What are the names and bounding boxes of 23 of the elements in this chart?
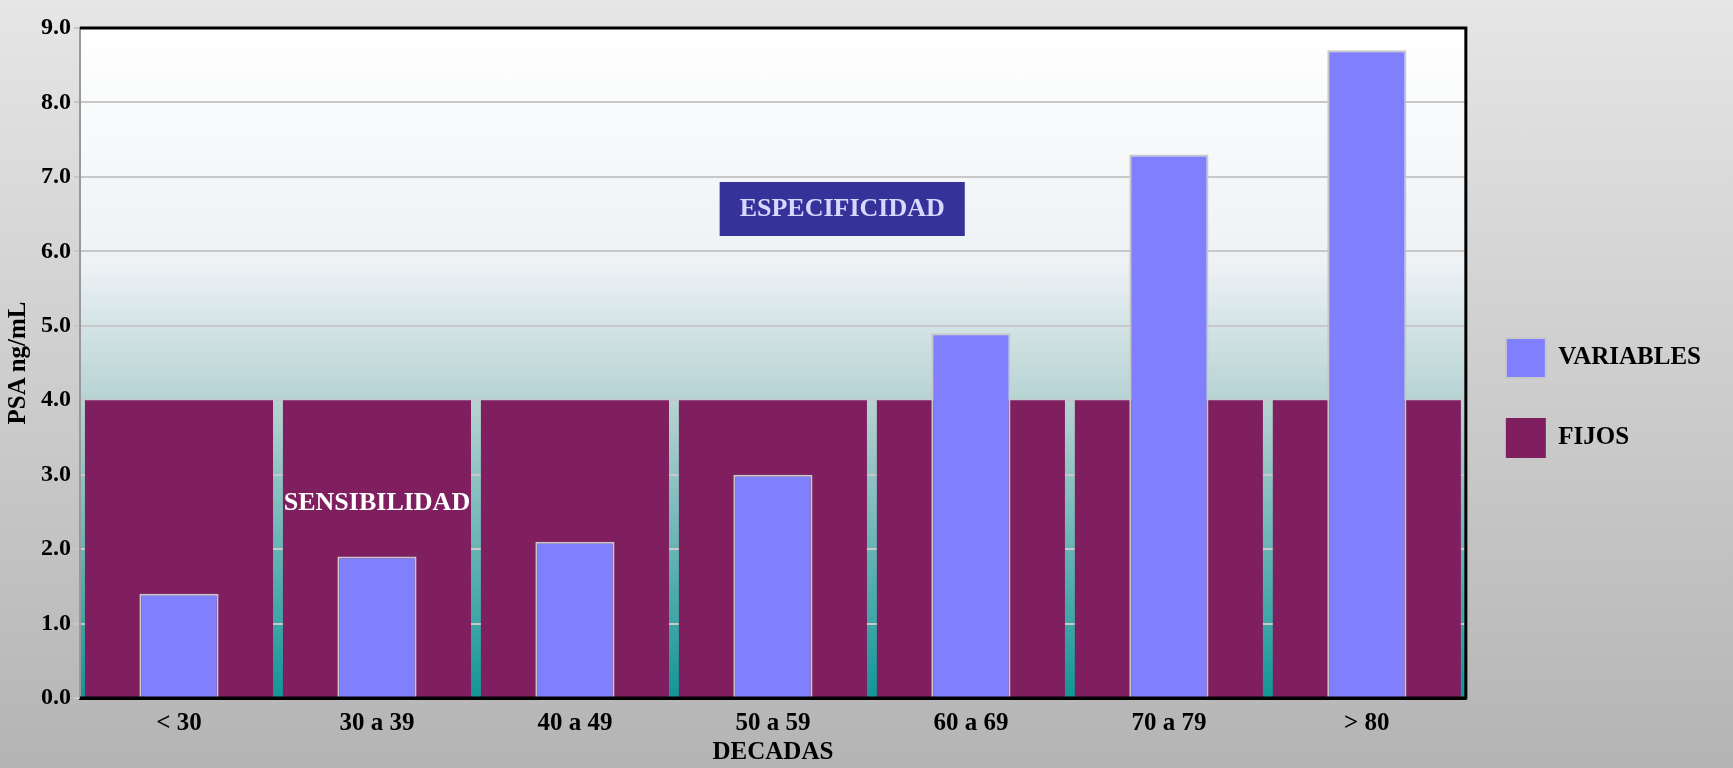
x-tick-label: > 80 <box>1344 708 1390 736</box>
y-axis-title: PSA ng/mL <box>3 301 31 425</box>
annotation: SENSIBILIDAD <box>283 487 471 517</box>
x-tick-label: 70 a 79 <box>1131 708 1207 736</box>
y-tick-label: 7.0 <box>41 162 71 189</box>
legend-label: FIJOS <box>1558 422 1630 450</box>
annotation: ESPECIFICIDAD <box>739 192 945 222</box>
x-tick-label: 40 a 49 <box>537 708 613 736</box>
x-axis-title: DECADAS <box>712 737 834 765</box>
y-tick-label: 9.0 <box>41 13 71 40</box>
x-tick-label: < 30 <box>156 708 202 736</box>
x-tick-label: 60 a 69 <box>933 708 1009 736</box>
y-tick-label: 3.0 <box>41 459 71 486</box>
y-tick-label: 1.0 <box>41 608 71 635</box>
y-tick-label: 8.0 <box>41 87 71 114</box>
y-tick-label: 2.0 <box>41 534 71 561</box>
legend-label: VARIABLES <box>1558 342 1701 370</box>
y-tick-label: 6.0 <box>41 236 71 263</box>
y-tick-label: 5.0 <box>41 310 71 337</box>
x-tick-label: 30 a 39 <box>339 708 415 736</box>
y-tick-label: 4.0 <box>41 385 71 412</box>
y-tick-label: 0.0 <box>41 683 71 710</box>
x-tick-label: 50 a 59 <box>735 708 811 736</box>
